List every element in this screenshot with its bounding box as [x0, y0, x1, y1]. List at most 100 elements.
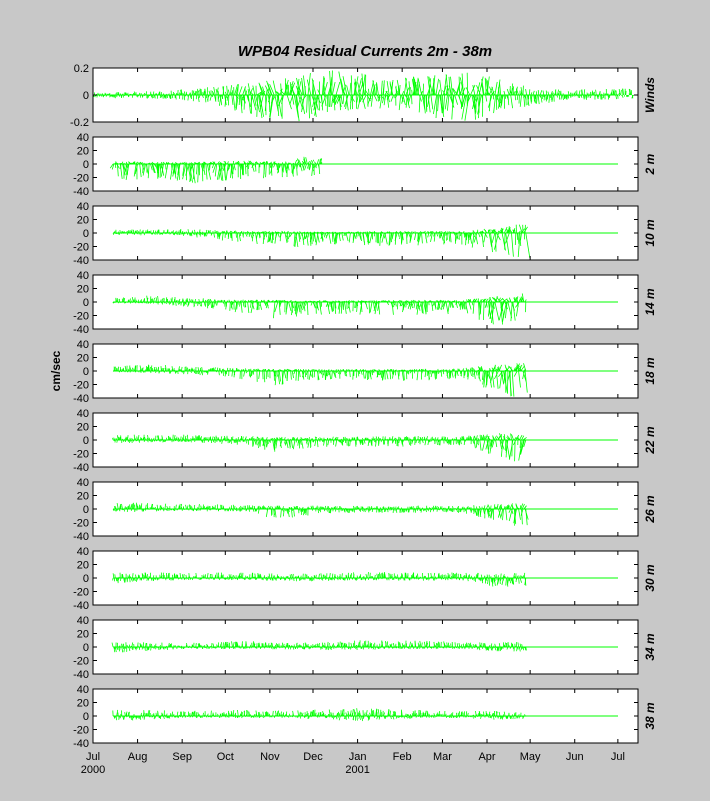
stick: [416, 301, 420, 315]
stick: [349, 370, 351, 378]
stick: [318, 573, 320, 579]
stick: [494, 301, 500, 321]
stick: [399, 508, 402, 513]
stick: [490, 301, 494, 325]
stick: [424, 370, 427, 378]
stick: [402, 301, 405, 313]
stick: [114, 646, 117, 653]
stick: [218, 370, 220, 376]
stick: [381, 232, 385, 243]
stick: [448, 370, 450, 380]
stick: [430, 572, 432, 579]
stick: [626, 94, 629, 98]
stick: [519, 439, 525, 455]
stick: [323, 86, 326, 96]
stick: [221, 232, 224, 241]
stick: [247, 89, 250, 96]
stick: [113, 366, 115, 372]
stick: [622, 88, 624, 96]
stick: [114, 163, 117, 168]
stick: [133, 163, 137, 177]
stick: [414, 436, 417, 441]
stick: [391, 232, 393, 243]
stick: [437, 301, 441, 310]
stick: [329, 573, 331, 579]
stick: [486, 439, 489, 450]
y-tick-label: -40: [73, 462, 89, 474]
stick: [117, 435, 119, 441]
stick: [298, 159, 302, 165]
stick: [241, 94, 245, 101]
stick: [518, 439, 523, 461]
stick: [355, 439, 357, 447]
stick: [314, 436, 317, 441]
stick: [134, 163, 138, 175]
stick: [503, 434, 506, 441]
stick: [509, 297, 512, 303]
stick: [476, 85, 481, 96]
stick: [512, 229, 515, 234]
stick: [117, 163, 119, 177]
stick: [490, 505, 492, 510]
stick: [551, 94, 554, 102]
stick: [291, 87, 296, 96]
stick-vectors: [112, 293, 527, 325]
stick: [472, 85, 476, 96]
stick: [213, 87, 216, 96]
stick: [389, 573, 392, 579]
stick: [315, 163, 317, 168]
stick: [265, 508, 269, 518]
stick: [308, 370, 312, 380]
stick: [503, 226, 508, 234]
stick: [121, 503, 123, 510]
stick: [455, 232, 458, 242]
stick: [424, 301, 427, 315]
stick: [139, 163, 142, 178]
stick-vectors: [112, 433, 527, 462]
stick: [436, 370, 438, 376]
stick: [513, 573, 515, 579]
stick: [252, 85, 256, 96]
stick: [516, 88, 519, 96]
stick: [515, 301, 520, 308]
stick: [539, 90, 543, 96]
y-tick-label: -40: [73, 255, 89, 267]
stick: [542, 90, 545, 96]
stick: [258, 94, 263, 119]
stick: [417, 505, 420, 510]
stick: [478, 366, 482, 372]
stick: [225, 163, 229, 181]
stick: [286, 370, 289, 382]
stick: [459, 77, 465, 96]
stick: [476, 82, 481, 96]
stick: [462, 301, 465, 309]
stick: [498, 297, 501, 303]
stick: [420, 508, 422, 513]
stick: [362, 370, 365, 379]
stick: [197, 94, 200, 103]
y-tick-label: -40: [73, 393, 89, 405]
stick: [464, 232, 467, 237]
stick: [490, 508, 493, 518]
stick: [178, 505, 180, 510]
stick: [309, 160, 312, 165]
stick: [135, 574, 137, 579]
stick: [386, 81, 390, 96]
stick: [122, 367, 125, 372]
stick: [242, 301, 245, 307]
stick: [491, 577, 494, 587]
stick: [198, 94, 201, 99]
stick: [334, 232, 338, 245]
stick: [411, 301, 415, 306]
stick: [344, 301, 347, 314]
stick: [440, 370, 443, 377]
stick: [149, 366, 151, 372]
stick: [303, 156, 307, 165]
stick: [196, 232, 198, 237]
stick: [417, 232, 420, 246]
stick: [165, 365, 167, 372]
stick: [345, 232, 349, 242]
stick: [291, 370, 294, 379]
stick: [473, 370, 476, 379]
